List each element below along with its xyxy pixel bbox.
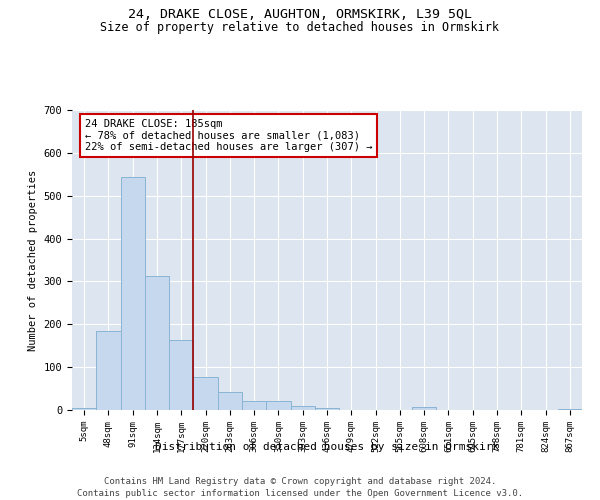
Y-axis label: Number of detached properties: Number of detached properties [28,170,38,350]
Bar [412,406,436,410]
Text: Size of property relative to detached houses in Ormskirk: Size of property relative to detached ho… [101,21,499,34]
Bar [290,406,315,410]
Bar [218,392,242,410]
Bar [121,178,145,410]
Bar [193,376,218,410]
Bar [315,408,339,410]
Text: 24, DRAKE CLOSE, AUGHTON, ORMSKIRK, L39 5QL: 24, DRAKE CLOSE, AUGHTON, ORMSKIRK, L39 … [128,8,472,20]
Bar [266,402,290,410]
Bar [145,276,169,410]
Bar [558,408,582,410]
Bar [96,330,121,410]
Text: Contains HM Land Registry data © Crown copyright and database right 2024.: Contains HM Land Registry data © Crown c… [104,478,496,486]
Bar [72,408,96,410]
Bar [169,340,193,410]
Text: Distribution of detached houses by size in Ormskirk: Distribution of detached houses by size … [155,442,499,452]
Text: 24 DRAKE CLOSE: 185sqm
← 78% of detached houses are smaller (1,083)
22% of semi-: 24 DRAKE CLOSE: 185sqm ← 78% of detached… [85,119,372,152]
Text: Contains public sector information licensed under the Open Government Licence v3: Contains public sector information licen… [77,489,523,498]
Bar [242,402,266,410]
